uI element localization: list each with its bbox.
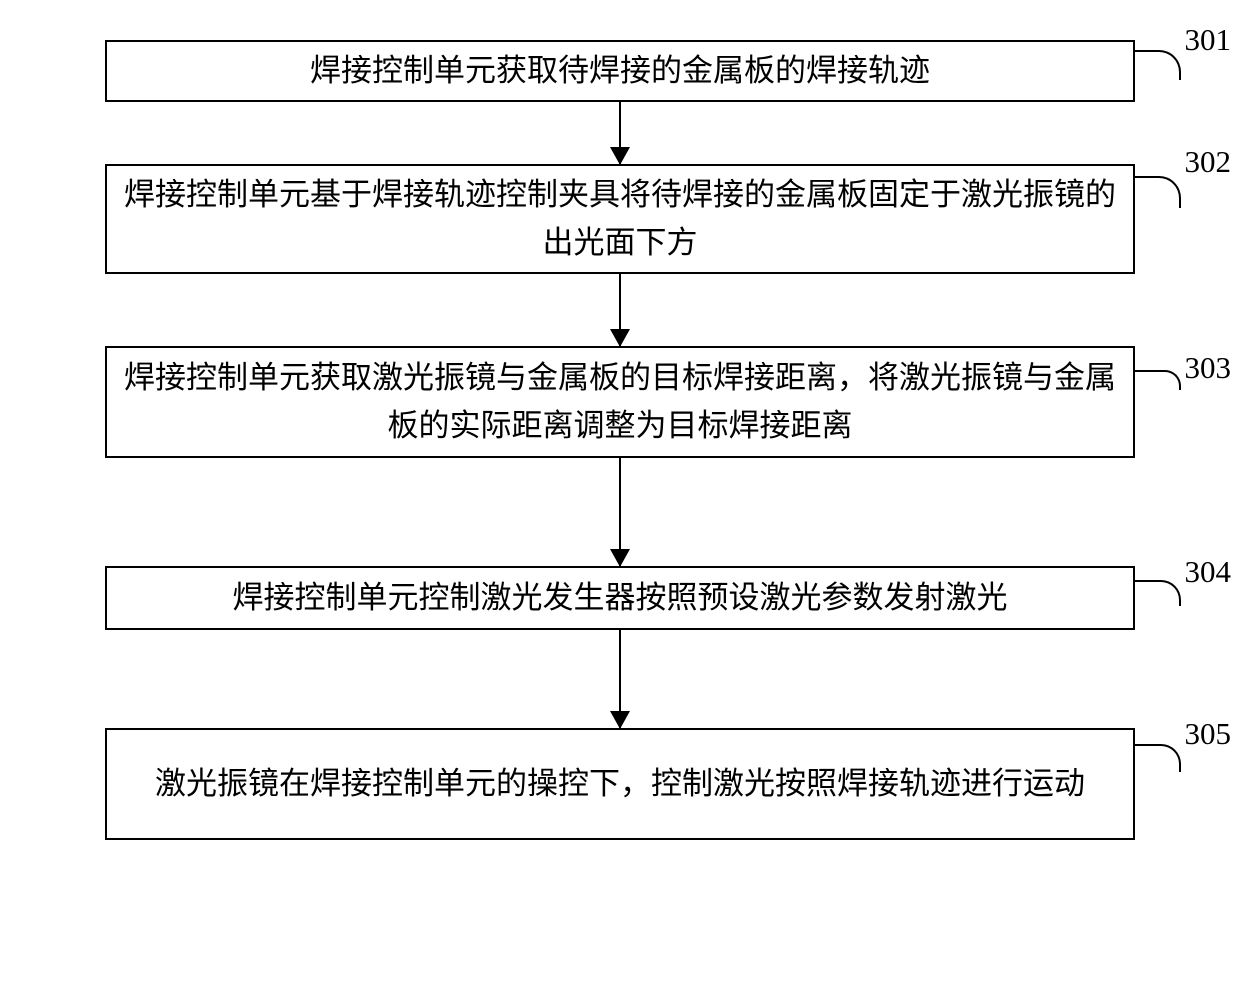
label-connector — [1135, 50, 1181, 80]
label-connector — [1135, 744, 1181, 772]
flow-arrow — [619, 458, 621, 566]
flow-step-label: 301 — [1185, 22, 1232, 58]
flow-step-label: 303 — [1185, 350, 1232, 386]
flow-arrow — [619, 630, 621, 728]
flow-step-302: 焊接控制单元基于焊接轨迹控制夹具将待焊接的金属板固定于激光振镜的出光面下方302 — [105, 164, 1135, 274]
flow-step-text: 焊接控制单元获取待焊接的金属板的焊接轨迹 — [300, 41, 940, 101]
flow-step-304: 焊接控制单元控制激光发生器按照预设激光参数发射激光304 — [105, 566, 1135, 630]
flow-arrow — [619, 102, 621, 164]
flow-step-301: 焊接控制单元获取待焊接的金属板的焊接轨迹301 — [105, 40, 1135, 102]
flow-step-text: 焊接控制单元获取激光振镜与金属板的目标焊接距离，将激光振镜与金属板的实际距离调整… — [107, 348, 1133, 456]
flow-step-label: 305 — [1185, 716, 1232, 752]
label-connector — [1135, 580, 1181, 606]
flow-step-label: 302 — [1185, 144, 1232, 180]
flow-step-text: 焊接控制单元基于焊接轨迹控制夹具将待焊接的金属板固定于激光振镜的出光面下方 — [107, 165, 1133, 273]
flow-step-text: 激光振镜在焊接控制单元的操控下，控制激光按照焊接轨迹进行运动 — [145, 754, 1095, 814]
flowchart-container: 焊接控制单元获取待焊接的金属板的焊接轨迹301 焊接控制单元基于焊接轨迹控制夹具将… — [55, 40, 1185, 840]
flow-step-303: 焊接控制单元获取激光振镜与金属板的目标焊接距离，将激光振镜与金属板的实际距离调整… — [105, 346, 1135, 458]
label-connector — [1135, 370, 1181, 390]
flow-step-305: 激光振镜在焊接控制单元的操控下，控制激光按照焊接轨迹进行运动305 — [105, 728, 1135, 840]
flow-step-text: 焊接控制单元控制激光发生器按照预设激光参数发射激光 — [223, 568, 1018, 628]
flow-arrow — [619, 274, 621, 346]
flow-step-label: 304 — [1185, 554, 1232, 590]
flow-steps: 焊接控制单元获取待焊接的金属板的焊接轨迹301 焊接控制单元基于焊接轨迹控制夹具将… — [55, 40, 1185, 840]
label-connector — [1135, 176, 1181, 208]
